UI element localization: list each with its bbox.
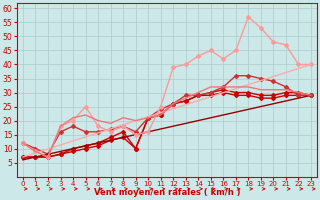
X-axis label: Vent moyen/en rafales ( km/h ): Vent moyen/en rafales ( km/h ) — [94, 188, 240, 197]
